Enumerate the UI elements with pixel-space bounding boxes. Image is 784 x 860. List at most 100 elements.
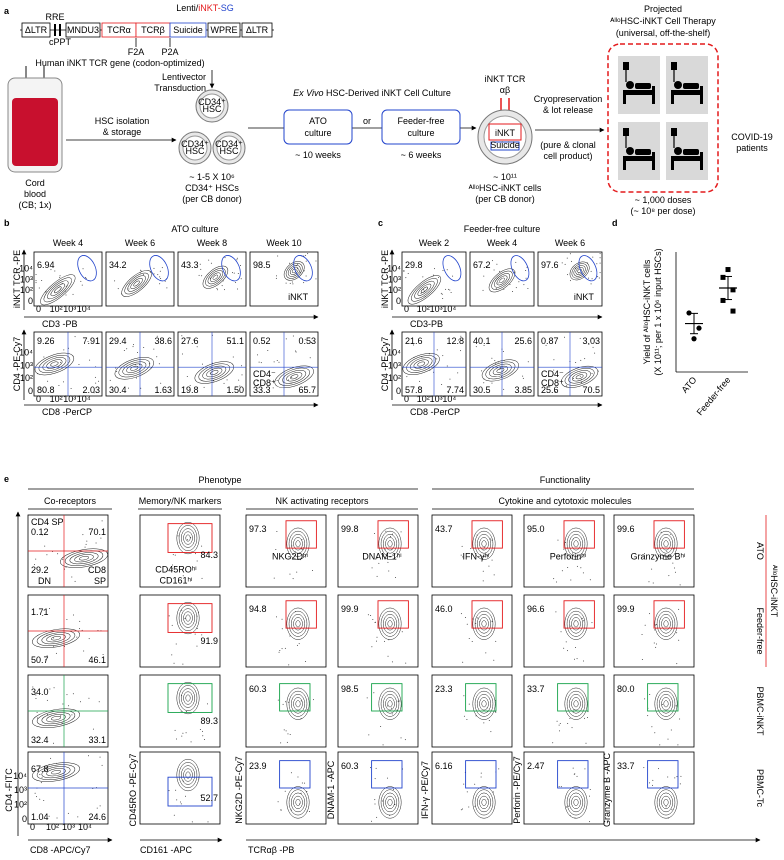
event-dot	[466, 719, 468, 721]
event-dot	[580, 567, 582, 569]
event-dot	[47, 380, 49, 382]
event-dot	[42, 534, 44, 536]
patient-body	[635, 83, 651, 89]
yield-label: ~ 1-5 X 10⁶	[189, 172, 235, 182]
axis-label: CD45RO -PE-Cy7	[128, 753, 138, 826]
quadrant-value: 30.4	[109, 385, 127, 395]
contour	[663, 798, 669, 806]
event-dot	[388, 639, 390, 641]
event-dot	[99, 756, 101, 758]
event-dot	[483, 382, 485, 384]
patient-head	[626, 147, 634, 155]
event-dot	[491, 357, 493, 359]
event-dot	[49, 607, 51, 609]
gate-label: NKG2Dʰⁱ	[272, 552, 308, 562]
event-dot	[480, 776, 482, 778]
event-dot	[36, 796, 38, 798]
event-dot	[276, 359, 278, 361]
contour	[569, 534, 583, 554]
event-dot	[115, 367, 117, 369]
contour	[661, 697, 671, 711]
event-dot	[181, 353, 183, 355]
event-dot	[678, 608, 680, 610]
contour	[479, 795, 489, 809]
quadrant-label: CD8	[88, 565, 106, 575]
data-point	[691, 336, 697, 342]
event-dot	[494, 360, 496, 362]
event-dot	[237, 273, 239, 275]
quadrant-value: 33.3	[253, 385, 271, 395]
suicide-box	[490, 141, 520, 151]
tcr-label: αβ	[500, 85, 510, 95]
quadrant-value: 51.1	[226, 336, 244, 346]
event-dot	[295, 377, 297, 379]
gate-value: 23.3	[435, 684, 453, 694]
axis-tick-label: 10²	[417, 304, 430, 314]
event-dot	[61, 722, 63, 724]
event-dot	[289, 635, 291, 637]
contour	[288, 789, 308, 816]
contour	[571, 537, 581, 551]
event-dot	[559, 730, 561, 732]
event-dot	[651, 726, 653, 728]
contour	[185, 614, 191, 622]
quadrant-value: 65.7	[298, 385, 316, 395]
event-dot	[371, 567, 373, 569]
event-dot	[126, 348, 128, 350]
gate-label: CD161ʰⁱ	[159, 576, 192, 586]
contour	[286, 786, 310, 819]
event-dot	[387, 655, 389, 657]
event-dot	[287, 733, 289, 735]
event-dot	[592, 346, 594, 348]
event-dot	[380, 726, 382, 728]
event-dot	[597, 276, 599, 278]
axis-label: CD4 -PE-Cy7	[380, 337, 390, 392]
event-dot	[192, 339, 194, 341]
event-dot	[238, 379, 240, 381]
flow-plot	[139, 751, 221, 825]
event-dot	[78, 364, 80, 366]
contour	[564, 687, 588, 720]
contour	[571, 617, 581, 631]
data-point	[725, 267, 731, 273]
event-dot	[224, 257, 226, 259]
event-dot	[273, 361, 275, 363]
event-dot	[671, 809, 673, 811]
cell-label: HSC	[202, 104, 222, 114]
event-dot	[475, 715, 477, 717]
event-dot	[100, 537, 102, 539]
step-label: (pure & clonal	[540, 140, 596, 150]
event-dot	[488, 720, 490, 722]
event-dot	[284, 790, 286, 792]
event-dot	[72, 614, 74, 616]
event-dot	[312, 699, 314, 701]
event-dot	[374, 621, 376, 623]
event-dot	[449, 378, 451, 380]
event-dot	[289, 262, 291, 264]
event-dot	[568, 805, 570, 807]
gate-value: 97.6	[541, 260, 559, 270]
quadrant-value: 1.04	[31, 812, 49, 822]
event-dot	[566, 385, 568, 387]
event-dot	[81, 284, 83, 286]
contour	[176, 758, 200, 792]
event-dot	[560, 786, 562, 788]
event-dot	[376, 575, 378, 577]
event-dot	[374, 532, 376, 534]
event-dot	[101, 764, 103, 766]
event-dot	[594, 352, 596, 354]
event-dot	[576, 775, 578, 777]
event-dot	[475, 346, 477, 348]
event-dot	[679, 718, 681, 720]
event-dot	[153, 267, 155, 269]
event-dot	[517, 339, 519, 341]
event-dot	[62, 559, 64, 561]
event-dot	[46, 655, 48, 657]
x-tick-label: Feeder-free	[695, 375, 733, 417]
quadrant-value: 29.2	[31, 565, 49, 575]
contour	[385, 617, 395, 631]
contour	[661, 617, 671, 631]
event-dot	[202, 735, 204, 737]
contour	[474, 530, 494, 557]
